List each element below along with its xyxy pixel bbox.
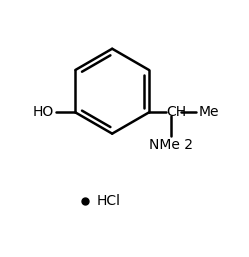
Text: HO: HO bbox=[33, 105, 54, 120]
Text: CH: CH bbox=[166, 105, 187, 120]
Text: Me: Me bbox=[198, 105, 219, 120]
Text: HCl: HCl bbox=[97, 194, 121, 208]
Text: NMe 2: NMe 2 bbox=[149, 139, 193, 152]
